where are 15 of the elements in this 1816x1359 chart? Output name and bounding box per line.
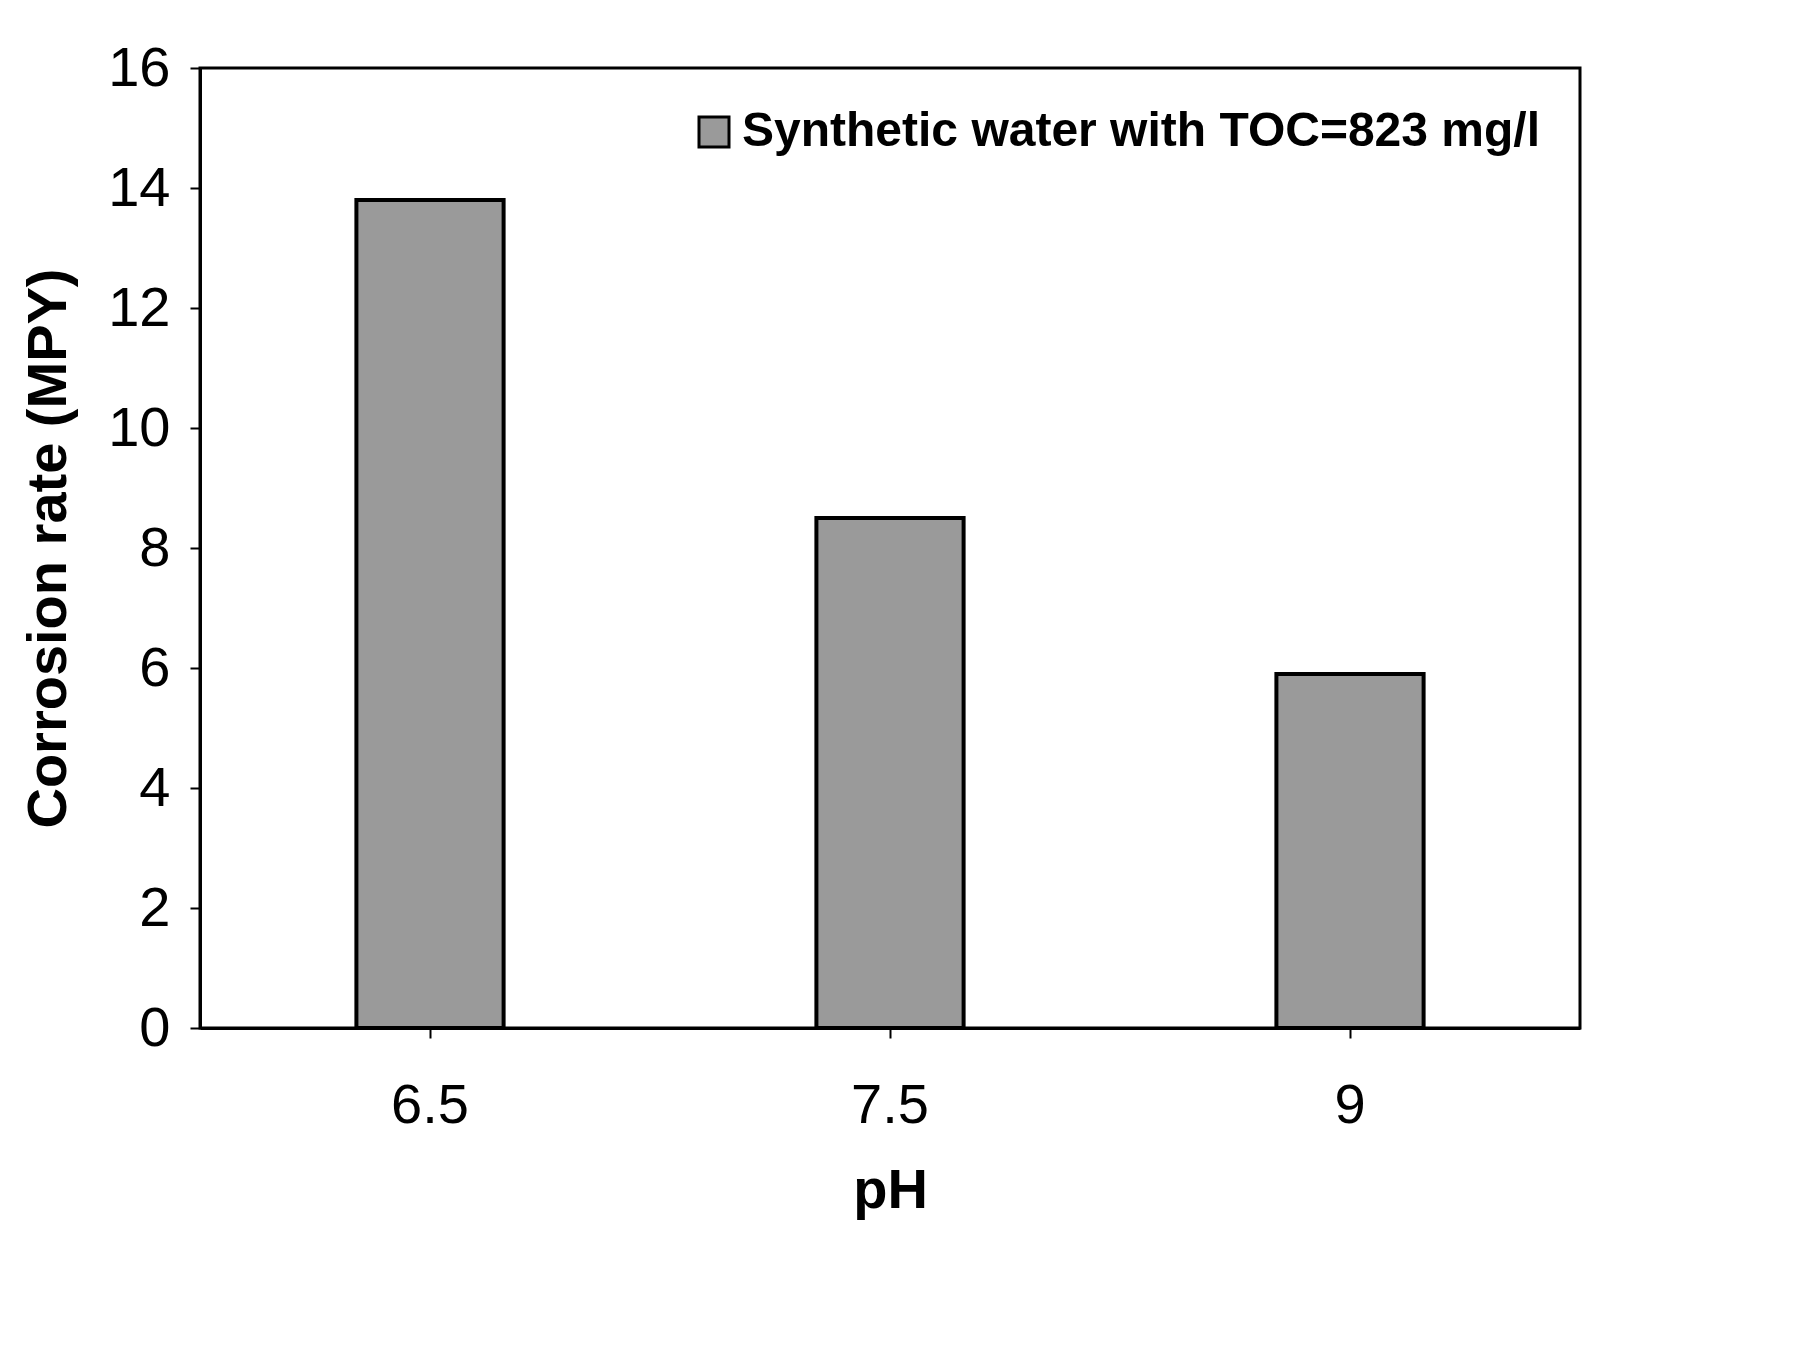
y-axis-title: Corrosion rate (MPY) bbox=[15, 268, 79, 829]
y-tick-label: 6 bbox=[139, 634, 171, 698]
y-tick-label: 2 bbox=[139, 874, 171, 938]
y-tick-label: 12 bbox=[108, 274, 171, 338]
y-tick-label: 16 bbox=[108, 34, 171, 98]
y-tick-label: 14 bbox=[108, 154, 171, 218]
y-tick-label: 10 bbox=[108, 394, 171, 458]
x-tick-label: 9 bbox=[1334, 1071, 1366, 1135]
legend-label: Synthetic water with TOC=823 mg/l bbox=[742, 103, 1540, 156]
y-tick-label: 4 bbox=[139, 754, 171, 818]
x-tick-label: 6.5 bbox=[391, 1071, 469, 1135]
y-tick-label: 0 bbox=[139, 994, 171, 1058]
x-tick-label: 7.5 bbox=[851, 1071, 929, 1135]
y-tick-label: 8 bbox=[139, 514, 171, 578]
x-axis-title: pH bbox=[853, 1156, 928, 1220]
